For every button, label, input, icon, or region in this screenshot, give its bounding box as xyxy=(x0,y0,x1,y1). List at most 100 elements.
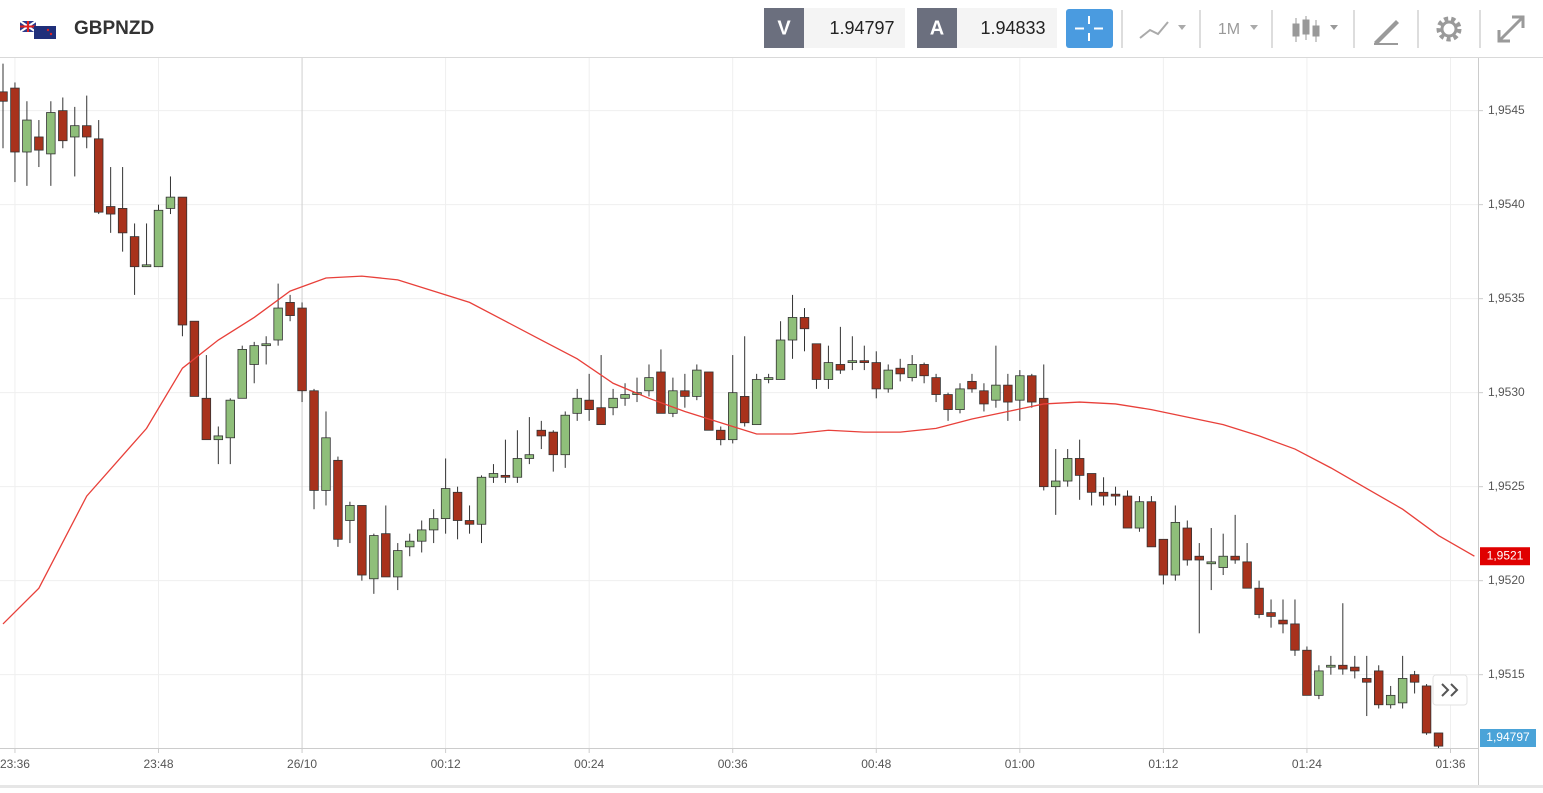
candle-body xyxy=(847,360,858,363)
candle-body xyxy=(452,491,463,521)
candle-body xyxy=(943,394,953,410)
candle-body xyxy=(1122,495,1133,529)
ask-button[interactable] xyxy=(917,8,957,48)
candle-body xyxy=(309,390,319,491)
x-tick-label: 23:36 xyxy=(0,757,30,771)
candle-body xyxy=(716,429,726,441)
candle-body xyxy=(1062,458,1073,482)
candle-body xyxy=(1170,521,1181,576)
x-tick-label: 26/10 xyxy=(287,757,317,771)
crosshair-icon xyxy=(1075,16,1103,41)
candle-body xyxy=(787,317,798,341)
candle-body xyxy=(34,136,44,151)
y-tick-label: 1,9535 xyxy=(1488,291,1525,305)
candle-body xyxy=(1409,674,1420,683)
candle-body xyxy=(249,345,259,365)
y-tick-label: 1,9520 xyxy=(1488,573,1525,587)
ma-label-box xyxy=(1480,547,1530,566)
candle-body xyxy=(345,505,355,521)
moving-average xyxy=(2,275,1475,625)
candle-body xyxy=(1146,501,1157,548)
candle-body xyxy=(1051,480,1061,488)
candle-body xyxy=(58,110,68,142)
ask-price: 1.94833 xyxy=(980,18,1045,38)
candle-body xyxy=(82,125,92,138)
ma-label: 1,9521 xyxy=(1487,548,1524,562)
candle-body xyxy=(357,505,367,576)
candle-body xyxy=(464,520,475,525)
candle-body xyxy=(512,458,523,478)
settings-button[interactable] xyxy=(1436,16,1462,42)
candle-body xyxy=(1397,678,1408,704)
x-tick-label: 00:36 xyxy=(718,757,748,771)
candle-body xyxy=(321,437,331,491)
x-tick-label: 01:00 xyxy=(1005,757,1035,771)
candle-body xyxy=(1015,375,1025,401)
candle-body xyxy=(416,529,427,542)
candle-body xyxy=(608,397,618,409)
candle-body xyxy=(823,362,834,380)
candle-body xyxy=(931,377,941,395)
timeframe: 1M xyxy=(1218,21,1240,38)
timeframe-button[interactable]: 1M xyxy=(1218,21,1258,38)
candle-body xyxy=(871,362,881,390)
y-tick-label: 1,9545 xyxy=(1488,103,1525,117)
candle-body xyxy=(369,535,379,580)
candle-body xyxy=(476,476,487,525)
x-tick-label: 00:12 xyxy=(431,757,461,771)
candle-body xyxy=(859,360,870,363)
candle-body xyxy=(955,388,965,410)
candle-body xyxy=(1206,561,1216,565)
candle-body xyxy=(1182,527,1193,561)
candle-body xyxy=(895,367,905,375)
candle-body xyxy=(739,396,750,424)
candle-body xyxy=(883,369,893,390)
candle-body xyxy=(393,550,403,578)
candle-body xyxy=(46,112,56,155)
candle-body xyxy=(488,473,499,478)
candle-body xyxy=(1039,397,1049,488)
candle-body xyxy=(1338,664,1348,670)
candle-body xyxy=(1242,561,1252,589)
bid-button[interactable] xyxy=(764,8,804,48)
candle-body xyxy=(1230,555,1240,561)
candle-body xyxy=(1278,619,1288,625)
candle-body xyxy=(1098,491,1109,497)
x-tick-label: 01:24 xyxy=(1292,757,1322,771)
y-tick-label: 1,9525 xyxy=(1488,479,1525,493)
x-tick-label: 00:24 xyxy=(574,757,604,771)
axis-labels: 1,9515 1,9520 1,9525 1,9530 1,9535 1,9540 1,95… xyxy=(0,103,1536,771)
candle-body xyxy=(1003,384,1013,403)
candle-body xyxy=(1134,501,1145,529)
candle-body xyxy=(165,196,176,209)
candle-body xyxy=(751,379,762,426)
candle-body xyxy=(1350,666,1360,672)
candle-body xyxy=(129,236,140,268)
candle-body xyxy=(0,91,8,102)
candle-body xyxy=(620,394,630,399)
candle-body xyxy=(584,399,594,410)
x-tick-label: 01:12 xyxy=(1148,757,1178,771)
candle-body xyxy=(297,307,307,392)
x-tick-label: 01:36 xyxy=(1435,757,1465,771)
price-label: 1,94797 xyxy=(1486,730,1530,744)
crosshair-button[interactable] xyxy=(1066,9,1113,48)
scroll-button[interactable] xyxy=(1432,674,1468,706)
drawing-button[interactable] xyxy=(1374,20,1399,45)
candle-body xyxy=(1086,473,1097,493)
candle-body xyxy=(405,540,415,548)
candle-body xyxy=(1218,555,1228,568)
candle-body xyxy=(560,414,570,456)
fullscreen-button[interactable] xyxy=(1497,15,1525,43)
bid-price: 1.94797 xyxy=(829,18,894,38)
chart-type-button[interactable] xyxy=(1139,21,1186,39)
candle-body xyxy=(105,206,116,215)
candle-body xyxy=(799,317,810,330)
bid-label: V xyxy=(777,17,791,39)
bottom-strip xyxy=(0,785,1543,788)
candle-body xyxy=(1433,732,1444,747)
candle-style-button[interactable] xyxy=(1292,16,1338,42)
bid-box xyxy=(804,8,905,48)
candle-body xyxy=(704,371,714,431)
